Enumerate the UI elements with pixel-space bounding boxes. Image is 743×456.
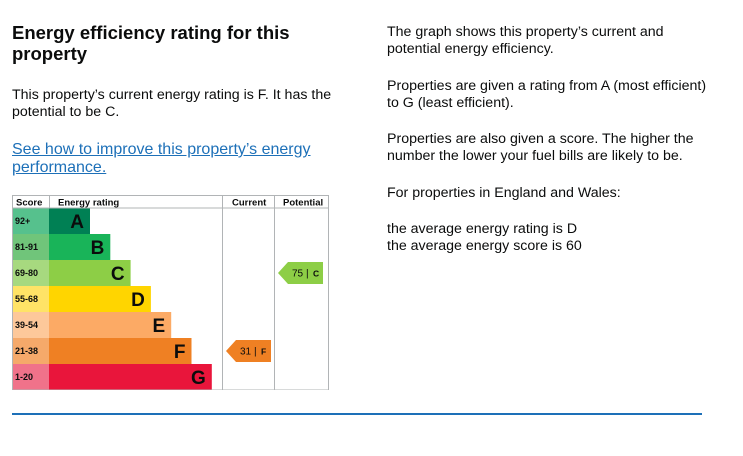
header-score: Score [16, 198, 42, 209]
band-bar-a [49, 208, 90, 234]
band-bar-d [49, 286, 151, 312]
current-rating-score: 31 [240, 347, 252, 358]
header-energy-rating: Energy rating [58, 198, 119, 209]
info-region: For properties in England and Wales: [387, 185, 621, 201]
potential-rating-separator: | [306, 269, 309, 280]
info-graph-description: The graph shows this property’s current … [387, 24, 664, 57]
score-cell-f [12, 338, 49, 364]
info-score-description: Properties are also given a score. The h… [387, 131, 694, 164]
improve-energy-link[interactable]: See how to improve this property’s energ… [12, 141, 311, 176]
score-range-a: 92+ [15, 216, 30, 226]
score-range-b: 81-91 [15, 242, 38, 252]
rating-summary: This property’s current energy rating is… [12, 87, 332, 120]
score-cell-b [12, 234, 49, 260]
average-rating-text: the average energy rating is D [387, 221, 578, 237]
band-letter-g: G [191, 368, 206, 389]
average-score-text: the average energy score is 60 [387, 238, 582, 254]
band-bar-c [49, 260, 131, 286]
score-cell-a [12, 208, 49, 234]
info-rating-scale: Properties are given a rating from A (mo… [387, 78, 707, 111]
band-bar-f [49, 338, 192, 364]
band-letter-a: A [70, 212, 84, 233]
current-rating-letter: F [261, 347, 266, 357]
current-rating-arrow [226, 340, 271, 362]
potential-rating-score: 75 [292, 269, 304, 280]
band-letter-c: C [111, 264, 125, 285]
score-range-g: 1-20 [15, 372, 33, 382]
band-letter-f: F [174, 342, 186, 363]
score-cell-e [12, 312, 49, 338]
score-range-f: 21-38 [15, 346, 38, 356]
score-range-c: 69-80 [15, 268, 38, 278]
score-cell-d [12, 286, 49, 312]
page-title: Energy efficiency rating for this proper… [12, 22, 290, 64]
score-cell-c [12, 260, 49, 286]
potential-rating-letter: C [313, 269, 319, 279]
current-rating-separator: | [254, 347, 257, 358]
energy-rating-chart: Score Energy rating Current Potential 92+ A 81… [12, 195, 329, 390]
score-range-e: 39-54 [15, 320, 38, 330]
band-letter-d: D [131, 290, 145, 311]
score-cell-g [12, 364, 49, 390]
chart-border [12, 195, 329, 390]
band-letter-b: B [91, 238, 105, 259]
band-letter-e: E [153, 316, 166, 337]
header-potential: Potential [283, 198, 323, 209]
band-bar-b [49, 234, 111, 260]
band-bar-e [49, 312, 172, 338]
header-current: Current [232, 198, 267, 209]
band-bar-g [49, 364, 212, 390]
potential-rating-arrow [278, 262, 323, 284]
score-range-d: 55-68 [15, 294, 38, 304]
section-divider [12, 413, 702, 415]
